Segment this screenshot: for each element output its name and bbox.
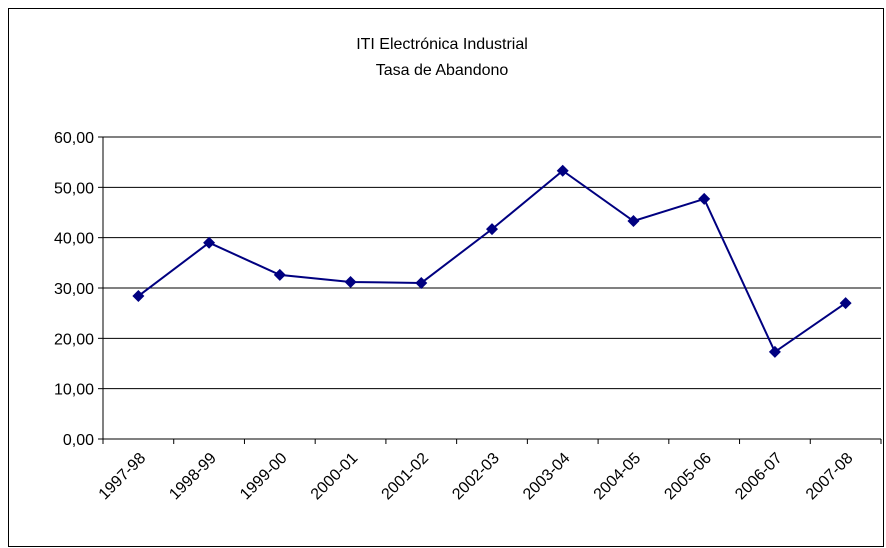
data-marker: [273, 268, 286, 281]
data-marker: [415, 276, 428, 289]
y-tick-label: 30,00: [54, 281, 94, 298]
chart-frame: [8, 8, 884, 547]
data-marker: [839, 297, 852, 310]
data-marker: [698, 192, 711, 205]
data-marker: [344, 275, 357, 288]
data-marker: [486, 223, 498, 236]
data-marker: [203, 236, 216, 249]
data-marker: [556, 164, 569, 177]
y-tick-label: 10,00: [54, 382, 94, 399]
y-tick-label: 40,00: [54, 231, 94, 248]
data-marker: [627, 215, 640, 228]
y-tick-label: 20,00: [54, 331, 94, 348]
y-tick-label: 0,00: [63, 432, 94, 449]
data-marker: [132, 290, 145, 303]
y-tick-label: 60,00: [54, 130, 94, 147]
data-marker: [768, 345, 781, 358]
y-tick-label: 50,00: [54, 180, 94, 197]
chart-subtitle: Tasa de Abandono: [376, 62, 509, 79]
chart-title: ITI Electrónica Industrial: [356, 36, 528, 53]
